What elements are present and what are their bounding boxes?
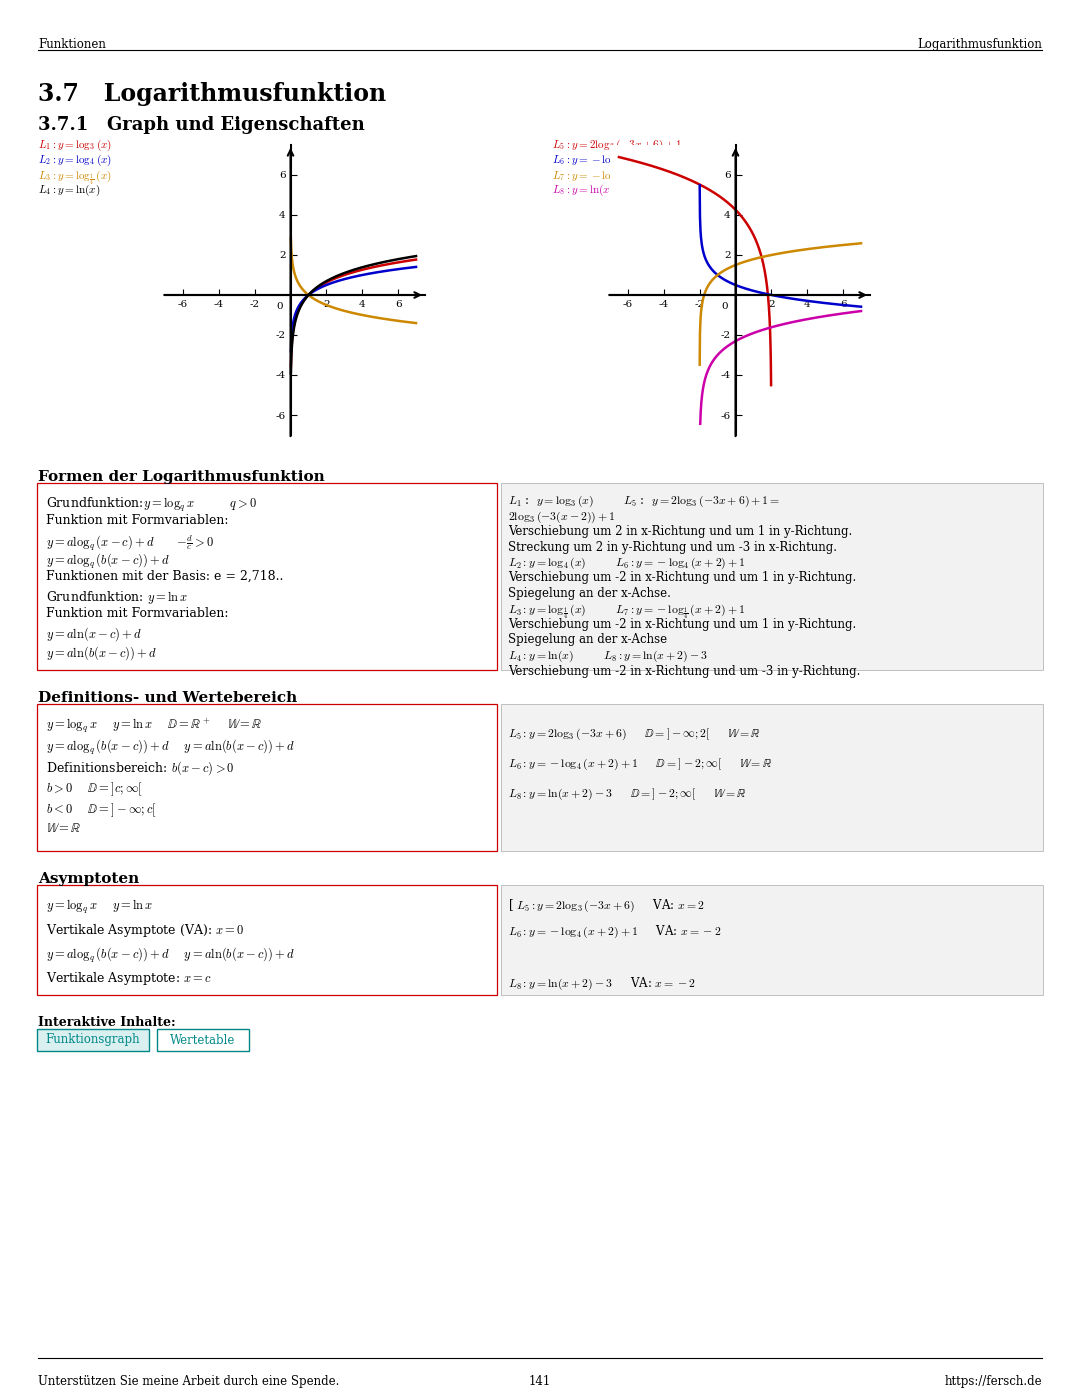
Text: $2\log_3(-3(x-2))+1$: $2\log_3(-3(x-2))+1$ — [508, 510, 616, 525]
Text: $L_4 : y = \ln(x)$        $L_8 : y = \ln(x+2)-3$: $L_4 : y = \ln(x)$ $L_8 : y = \ln(x+2)-3… — [508, 650, 708, 665]
Text: $L_8 : y = \ln(x+2)-3$     $\mathbb{D} = ]-2;\infty[$     $\mathbb{W} = \mathbb{: $L_8 : y = \ln(x+2)-3$ $\mathbb{D} = ]-2… — [508, 787, 746, 802]
Text: Wertetable: Wertetable — [171, 1034, 235, 1046]
Text: $L_3 : y = \log_{\frac{1}{4}}(x)$: $L_3 : y = \log_{\frac{1}{4}}(x)$ — [38, 168, 111, 187]
Text: Vertikale Asymptote: $x = c$: Vertikale Asymptote: $x = c$ — [46, 970, 212, 988]
Text: $L_1 : y = \log_3(x)$: $L_1 : y = \log_3(x)$ — [38, 138, 112, 154]
FancyBboxPatch shape — [37, 704, 497, 851]
Text: Verschiebung um -2 in x-Richtung und um -3 in y-Richtung.: Verschiebung um -2 in x-Richtung und um … — [508, 665, 861, 678]
Text: Grundfunktion: $y = \ln x$: Grundfunktion: $y = \ln x$ — [46, 588, 188, 605]
Text: $L_7 : y = -\log_{\frac{1}{4}}(x+2)+1$: $L_7 : y = -\log_{\frac{1}{4}}(x+2)+1$ — [552, 168, 675, 187]
Text: $y = a\log_q(b(x-c))+d$    $y = a\ln(b(x-c))+d$: $y = a\log_q(b(x-c))+d$ $y = a\ln(b(x-c)… — [46, 738, 295, 757]
Text: Unterstützen Sie meine Arbeit durch eine Spende.: Unterstützen Sie meine Arbeit durch eine… — [38, 1375, 339, 1389]
Text: [ $L_5 : y = 2\log_3(-3x+6)$     VA: $x = 2$: [ $L_5 : y = 2\log_3(-3x+6)$ VA: $x = 2$ — [508, 898, 705, 914]
Text: $L_8 : y = \ln(x+2)-3$: $L_8 : y = \ln(x+2)-3$ — [552, 183, 651, 198]
Text: $L_6 : y = -\log_4(x+2)+1$     $\mathbb{D} = ]-2;\infty[$     $\mathbb{W} = \mat: $L_6 : y = -\log_4(x+2)+1$ $\mathbb{D} =… — [508, 757, 772, 773]
Text: Logarithmusfunktion: Logarithmusfunktion — [917, 38, 1042, 52]
FancyBboxPatch shape — [37, 886, 497, 995]
Text: $y = a\ln(x-c)+d$: $y = a\ln(x-c)+d$ — [46, 626, 143, 643]
Text: $L_8 : y = \ln(x+2)-3$     VA: $x = -2$: $L_8 : y = \ln(x+2)-3$ VA: $x = -2$ — [508, 977, 696, 992]
Text: Interaktive Inhalte:: Interaktive Inhalte: — [38, 1016, 176, 1030]
Text: Verschiebung um 2 in x-Richtung und um 1 in y-Richtung.: Verschiebung um 2 in x-Richtung und um 1… — [508, 525, 852, 538]
Text: 3.7   Logarithmusfunktion: 3.7 Logarithmusfunktion — [38, 82, 387, 106]
Text: $L_2 : y = \log_4(x)$        $L_6 : y = -\log_4(x+2)+1$: $L_2 : y = \log_4(x)$ $L_6 : y = -\log_4… — [508, 556, 746, 571]
Text: Spiegelung an der x-Achse.: Spiegelung an der x-Achse. — [508, 587, 671, 599]
Text: 0: 0 — [276, 302, 283, 312]
Text: $L_6 : y = -\log_4(x+2)+1$: $L_6 : y = -\log_4(x+2)+1$ — [552, 154, 675, 168]
Text: $b > 0$    $\mathbb{D} = ]c;\infty[$: $b > 0$ $\mathbb{D} = ]c;\infty[$ — [46, 780, 143, 798]
Text: https://fersch.de: https://fersch.de — [944, 1375, 1042, 1389]
FancyBboxPatch shape — [157, 1030, 249, 1051]
Text: $y = \log_q x$    $y = \ln x$: $y = \log_q x$ $y = \ln x$ — [46, 898, 153, 916]
Text: Vertikale Asymptote (VA): $x = 0$: Vertikale Asymptote (VA): $x = 0$ — [46, 922, 244, 939]
Text: $\mathbb{W} = \mathbb{R}$: $\mathbb{W} = \mathbb{R}$ — [46, 821, 81, 835]
Text: $y = \log_q x$    $y = \ln x$    $\mathbb{D} = \mathbb{R}^+$    $\mathbb{W} = \m: $y = \log_q x$ $y = \ln x$ $\mathbb{D} =… — [46, 717, 262, 735]
Text: 3.7.1   Graph und Eigenschaften: 3.7.1 Graph und Eigenschaften — [38, 116, 365, 134]
Text: Verschiebung um -2 in x-Richtung und um 1 in y-Richtung.: Verschiebung um -2 in x-Richtung und um … — [508, 571, 856, 584]
Text: 0: 0 — [721, 302, 728, 312]
Text: $y = a\log_q(x-c)+d$      $-\frac{d}{c} > 0$: $y = a\log_q(x-c)+d$ $-\frac{d}{c} > 0$ — [46, 534, 214, 553]
FancyBboxPatch shape — [501, 704, 1043, 851]
Text: Verschiebung um -2 in x-Richtung und um 1 in y-Richtung.: Verschiebung um -2 in x-Richtung und um … — [508, 617, 856, 631]
Text: $y = a\log_q(b(x-c))+d$    $y = a\ln(b(x-c))+d$: $y = a\log_q(b(x-c))+d$ $y = a\ln(b(x-c)… — [46, 946, 295, 965]
Text: 141: 141 — [529, 1375, 551, 1389]
Text: $L_2 : y = \log_4(x)$: $L_2 : y = \log_4(x)$ — [38, 154, 112, 168]
Text: $y = a\ln(b(x-c))+d$: $y = a\ln(b(x-c))+d$ — [46, 644, 158, 662]
FancyBboxPatch shape — [501, 886, 1043, 995]
Text: $b < 0$    $\mathbb{D} = ]-\infty;c[$: $b < 0$ $\mathbb{D} = ]-\infty;c[$ — [46, 800, 157, 819]
Text: $y = a\log_q(b(x-c))+d$: $y = a\log_q(b(x-c))+d$ — [46, 552, 170, 570]
Text: Funktionen mit der Basis: e = 2,718..: Funktionen mit der Basis: e = 2,718.. — [46, 570, 283, 583]
Text: Spiegelung an der x-Achse: Spiegelung an der x-Achse — [508, 633, 667, 647]
Text: $L_1$ :  $y = \log_3(x)$        $L_5$ :  $y = 2\log_3(-3x+6)+1 =$: $L_1$ : $y = \log_3(x)$ $L_5$ : $y = 2\l… — [508, 495, 781, 510]
Text: Definitionsbereich: $b(x-c) > 0$: Definitionsbereich: $b(x-c) > 0$ — [46, 759, 234, 777]
Text: Grundfunktion:$y = \log_q x$         $q > 0$: Grundfunktion:$y = \log_q x$ $q > 0$ — [46, 496, 257, 514]
Text: Funktion mit Formvariablen:: Funktion mit Formvariablen: — [46, 608, 229, 620]
Text: Streckung um 2 in y-Richtung und um -3 in x-Richtung.: Streckung um 2 in y-Richtung und um -3 i… — [508, 541, 837, 553]
FancyBboxPatch shape — [37, 1030, 149, 1051]
Text: Formen der Logarithmusfunktion: Formen der Logarithmusfunktion — [38, 469, 325, 483]
Text: Funktionsgraph: Funktionsgraph — [45, 1034, 140, 1046]
Text: Funktionen: Funktionen — [38, 38, 106, 52]
Text: $L_4 : y = \ln(x)$: $L_4 : y = \ln(x)$ — [38, 183, 100, 198]
Text: Definitions- und Wertebereich: Definitions- und Wertebereich — [38, 692, 297, 705]
Text: $L_5 : y = 2\log_3(-3x+6)+1$: $L_5 : y = 2\log_3(-3x+6)+1$ — [552, 138, 681, 154]
Text: $L_3 : y = \log_{\frac{1}{4}}(x)$        $L_7 : y = -\log_{\frac{1}{4}}(x+2)+1$: $L_3 : y = \log_{\frac{1}{4}}(x)$ $L_7 :… — [508, 602, 745, 622]
FancyBboxPatch shape — [37, 483, 497, 671]
Text: $L_5 : y = 2\log_3(-3x+6)$     $\mathbb{D} = ]-\infty;2[$     $\mathbb{W} = \mat: $L_5 : y = 2\log_3(-3x+6)$ $\mathbb{D} =… — [508, 726, 760, 742]
FancyBboxPatch shape — [501, 483, 1043, 671]
Text: Funktion mit Formvariablen:: Funktion mit Formvariablen: — [46, 514, 229, 528]
Text: Asymptoten: Asymptoten — [38, 872, 139, 886]
Text: $L_6 : y = -\log_4(x+2)+1$     VA: $x = -2$: $L_6 : y = -\log_4(x+2)+1$ VA: $x = -2$ — [508, 923, 721, 940]
